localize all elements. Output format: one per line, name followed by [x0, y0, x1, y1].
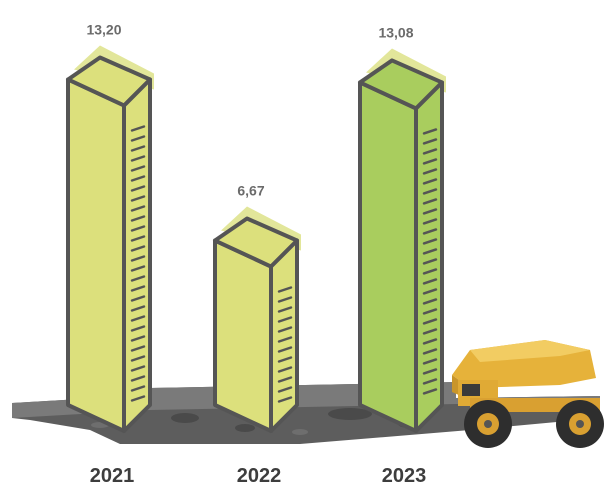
category-label-2023: 2023 [382, 465, 427, 487]
bar-side-mark [422, 228, 438, 235]
bar-side-mark [422, 258, 438, 265]
bar-side-mark [130, 225, 146, 232]
bar-front-face [358, 80, 418, 433]
bars-group [66, 45, 446, 433]
bar-side-mark [130, 395, 146, 402]
bar-top-face [358, 58, 444, 111]
bar-top-face [213, 216, 299, 269]
bar-side-mark [130, 165, 146, 172]
bar-side-mark [422, 188, 438, 195]
bar-side-mark [422, 388, 438, 395]
bar-side-mark [422, 178, 438, 185]
bar-top-face [66, 55, 152, 108]
bar-side-mark [277, 396, 293, 403]
bar-side-mark [422, 348, 438, 355]
bar-side-mark [130, 125, 146, 132]
bar-side-mark [422, 378, 438, 385]
bar-side-mark [130, 375, 146, 382]
bar-side-mark [422, 338, 438, 345]
value-label-2022: 6,67 [237, 183, 264, 199]
bar-side-mark [130, 345, 146, 352]
bar-side-mark [422, 198, 438, 205]
bar-side-mark [130, 245, 146, 252]
bar-side-mark [422, 128, 438, 135]
category-labels-group: 2021 2022 2023 [90, 465, 427, 487]
bar-side-mark [130, 195, 146, 202]
bar-side-mark [422, 288, 438, 295]
mining-dump-truck-icon [452, 340, 604, 448]
bar-side-mark [130, 215, 146, 222]
bar-side-mark [130, 355, 146, 362]
bar-2022 [213, 206, 301, 433]
bar-side-mark [130, 275, 146, 282]
bar-side-mark [277, 366, 293, 373]
bar-side-mark [277, 316, 293, 323]
bar-side-mark [422, 268, 438, 275]
bar-side-mark [130, 285, 146, 292]
bar-side-mark [422, 248, 438, 255]
bar-side-mark [422, 308, 438, 315]
value-label-2021: 13,20 [86, 21, 121, 37]
bar-side-mark [130, 325, 146, 332]
bar-side-mark [422, 358, 438, 365]
bar-side-mark [422, 208, 438, 215]
bar-side-mark [130, 315, 146, 322]
bar-side-mark [130, 235, 146, 242]
bar-side-mark [422, 318, 438, 325]
bar-side-mark [277, 306, 293, 313]
bar-side-mark [130, 335, 146, 342]
bar-side-face [269, 238, 299, 433]
bar-side-mark [277, 386, 293, 393]
bar-side-mark [422, 158, 438, 165]
bar-side-mark [130, 205, 146, 212]
value-labels-group: 13,20 6,67 13,08 [86, 21, 413, 198]
bar-side-mark [277, 286, 293, 293]
bar-side-mark [277, 326, 293, 333]
bar-side-mark [130, 175, 146, 182]
bar-side-mark [130, 365, 146, 372]
bar-side-mark [422, 148, 438, 155]
bar-side-mark [422, 138, 438, 145]
bar-side-mark [422, 368, 438, 375]
bar-2023 [358, 48, 446, 433]
bar-side-mark [277, 296, 293, 303]
bar-side-mark [422, 278, 438, 285]
category-label-2021: 2021 [90, 465, 135, 487]
bar-side-mark [130, 155, 146, 162]
bar-side-mark [277, 356, 293, 363]
bar-side-face [414, 80, 444, 433]
bar-side-mark [277, 336, 293, 343]
bar-side-mark [130, 305, 146, 312]
category-label-2022: 2022 [237, 465, 282, 487]
bar-front-face [66, 77, 126, 433]
bar-side-mark [130, 145, 146, 152]
bar-side-mark [422, 238, 438, 245]
bar-side-mark [422, 328, 438, 335]
bar-side-mark [277, 346, 293, 353]
value-label-2023: 13,08 [378, 24, 413, 40]
bar-side-mark [422, 298, 438, 305]
bar-side-mark [130, 295, 146, 302]
bar-front-face [213, 238, 273, 433]
bar-side-mark [277, 376, 293, 383]
bar-side-mark [130, 185, 146, 192]
bar-2021 [66, 45, 154, 433]
bar-side-mark [130, 255, 146, 262]
bar-side-mark [130, 265, 146, 272]
bar-side-mark [422, 218, 438, 225]
bar-side-mark [422, 168, 438, 175]
bar-side-mark [130, 135, 146, 142]
bar-side-mark [130, 385, 146, 392]
